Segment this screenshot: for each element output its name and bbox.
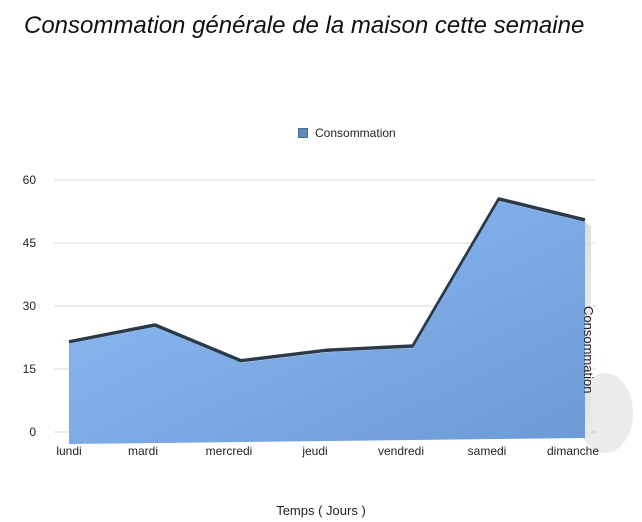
x-tick-label: dimanche — [547, 444, 599, 458]
y-tick-label: 15 — [23, 362, 37, 376]
y-tick-label: 45 — [23, 236, 37, 250]
y-axis-label: Consommation — [581, 306, 596, 394]
data-point-lundi — [67, 342, 71, 346]
x-tick-label: samedi — [468, 444, 507, 458]
x-tick-label: mardi — [128, 444, 158, 458]
data-point-vendredi — [411, 346, 415, 350]
chart-title: Consommation générale de la maison cette… — [24, 12, 585, 39]
y-tick-label: 0 — [29, 425, 36, 439]
data-point-mercredi — [239, 361, 243, 365]
legend-swatch — [298, 128, 308, 138]
legend-label: Consommation — [315, 126, 396, 140]
data-point-samedi — [497, 199, 501, 203]
y-tick-label: 30 — [23, 299, 37, 313]
y-tick-label: 60 — [23, 173, 37, 187]
area-side-face — [585, 222, 591, 444]
x-axis-label: Temps ( Jours ) — [276, 503, 366, 518]
x-tick-label: vendredi — [378, 444, 424, 458]
series-edge-line — [68, 197, 586, 363]
series-area — [69, 201, 585, 444]
data-point-mardi — [153, 325, 157, 329]
x-tick-label: mercredi — [206, 444, 253, 458]
data-point-dimanche — [583, 220, 587, 224]
data-point-jeudi — [325, 350, 329, 354]
x-tick-label: jeudi — [301, 444, 327, 458]
x-tick-label: lundi — [56, 444, 81, 458]
area-shadow — [577, 373, 633, 453]
legend: Consommation — [298, 126, 396, 140]
